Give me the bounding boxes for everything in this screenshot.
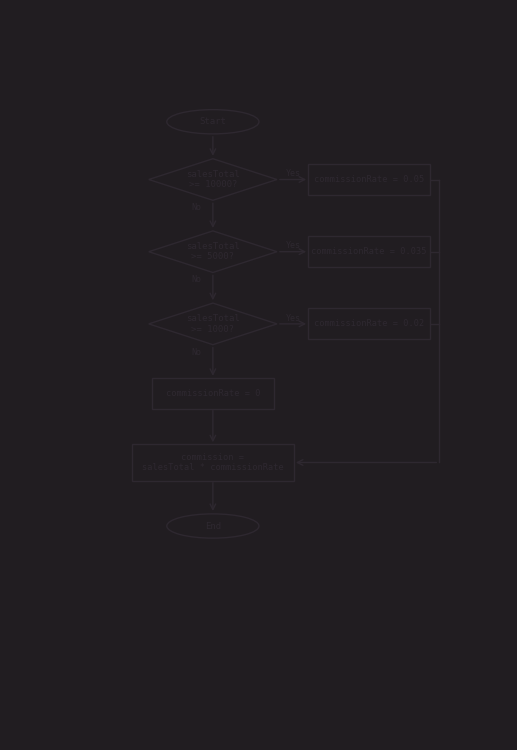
Text: No: No bbox=[192, 348, 202, 357]
FancyBboxPatch shape bbox=[152, 377, 274, 409]
FancyBboxPatch shape bbox=[308, 236, 430, 267]
FancyBboxPatch shape bbox=[308, 164, 430, 195]
Text: commissionRate = 0.02: commissionRate = 0.02 bbox=[314, 320, 424, 328]
Text: Yes: Yes bbox=[285, 170, 300, 178]
FancyBboxPatch shape bbox=[308, 308, 430, 340]
Ellipse shape bbox=[167, 110, 259, 134]
Text: No: No bbox=[192, 203, 202, 212]
Text: Start: Start bbox=[200, 117, 226, 126]
Text: Yes: Yes bbox=[285, 314, 300, 322]
Text: commissionRate = 0.035: commissionRate = 0.035 bbox=[311, 248, 427, 256]
Text: Yes: Yes bbox=[285, 242, 300, 250]
Polygon shape bbox=[149, 231, 277, 272]
Polygon shape bbox=[149, 159, 277, 200]
Text: salesTotal
>= 10000?: salesTotal >= 10000? bbox=[186, 170, 240, 189]
Ellipse shape bbox=[167, 514, 259, 538]
Text: End: End bbox=[205, 521, 221, 530]
Text: salesTotal
>= 5000?: salesTotal >= 5000? bbox=[186, 242, 240, 262]
Text: commission =
salesTotal * commissionRate: commission = salesTotal * commissionRate bbox=[142, 453, 284, 472]
Polygon shape bbox=[149, 303, 277, 345]
Text: commissionRate = 0: commissionRate = 0 bbox=[165, 388, 260, 398]
FancyBboxPatch shape bbox=[132, 444, 294, 481]
Text: No: No bbox=[192, 275, 202, 284]
Text: commissionRate = 0.05: commissionRate = 0.05 bbox=[314, 175, 424, 184]
Text: salesTotal
>= 1000?: salesTotal >= 1000? bbox=[186, 314, 240, 334]
